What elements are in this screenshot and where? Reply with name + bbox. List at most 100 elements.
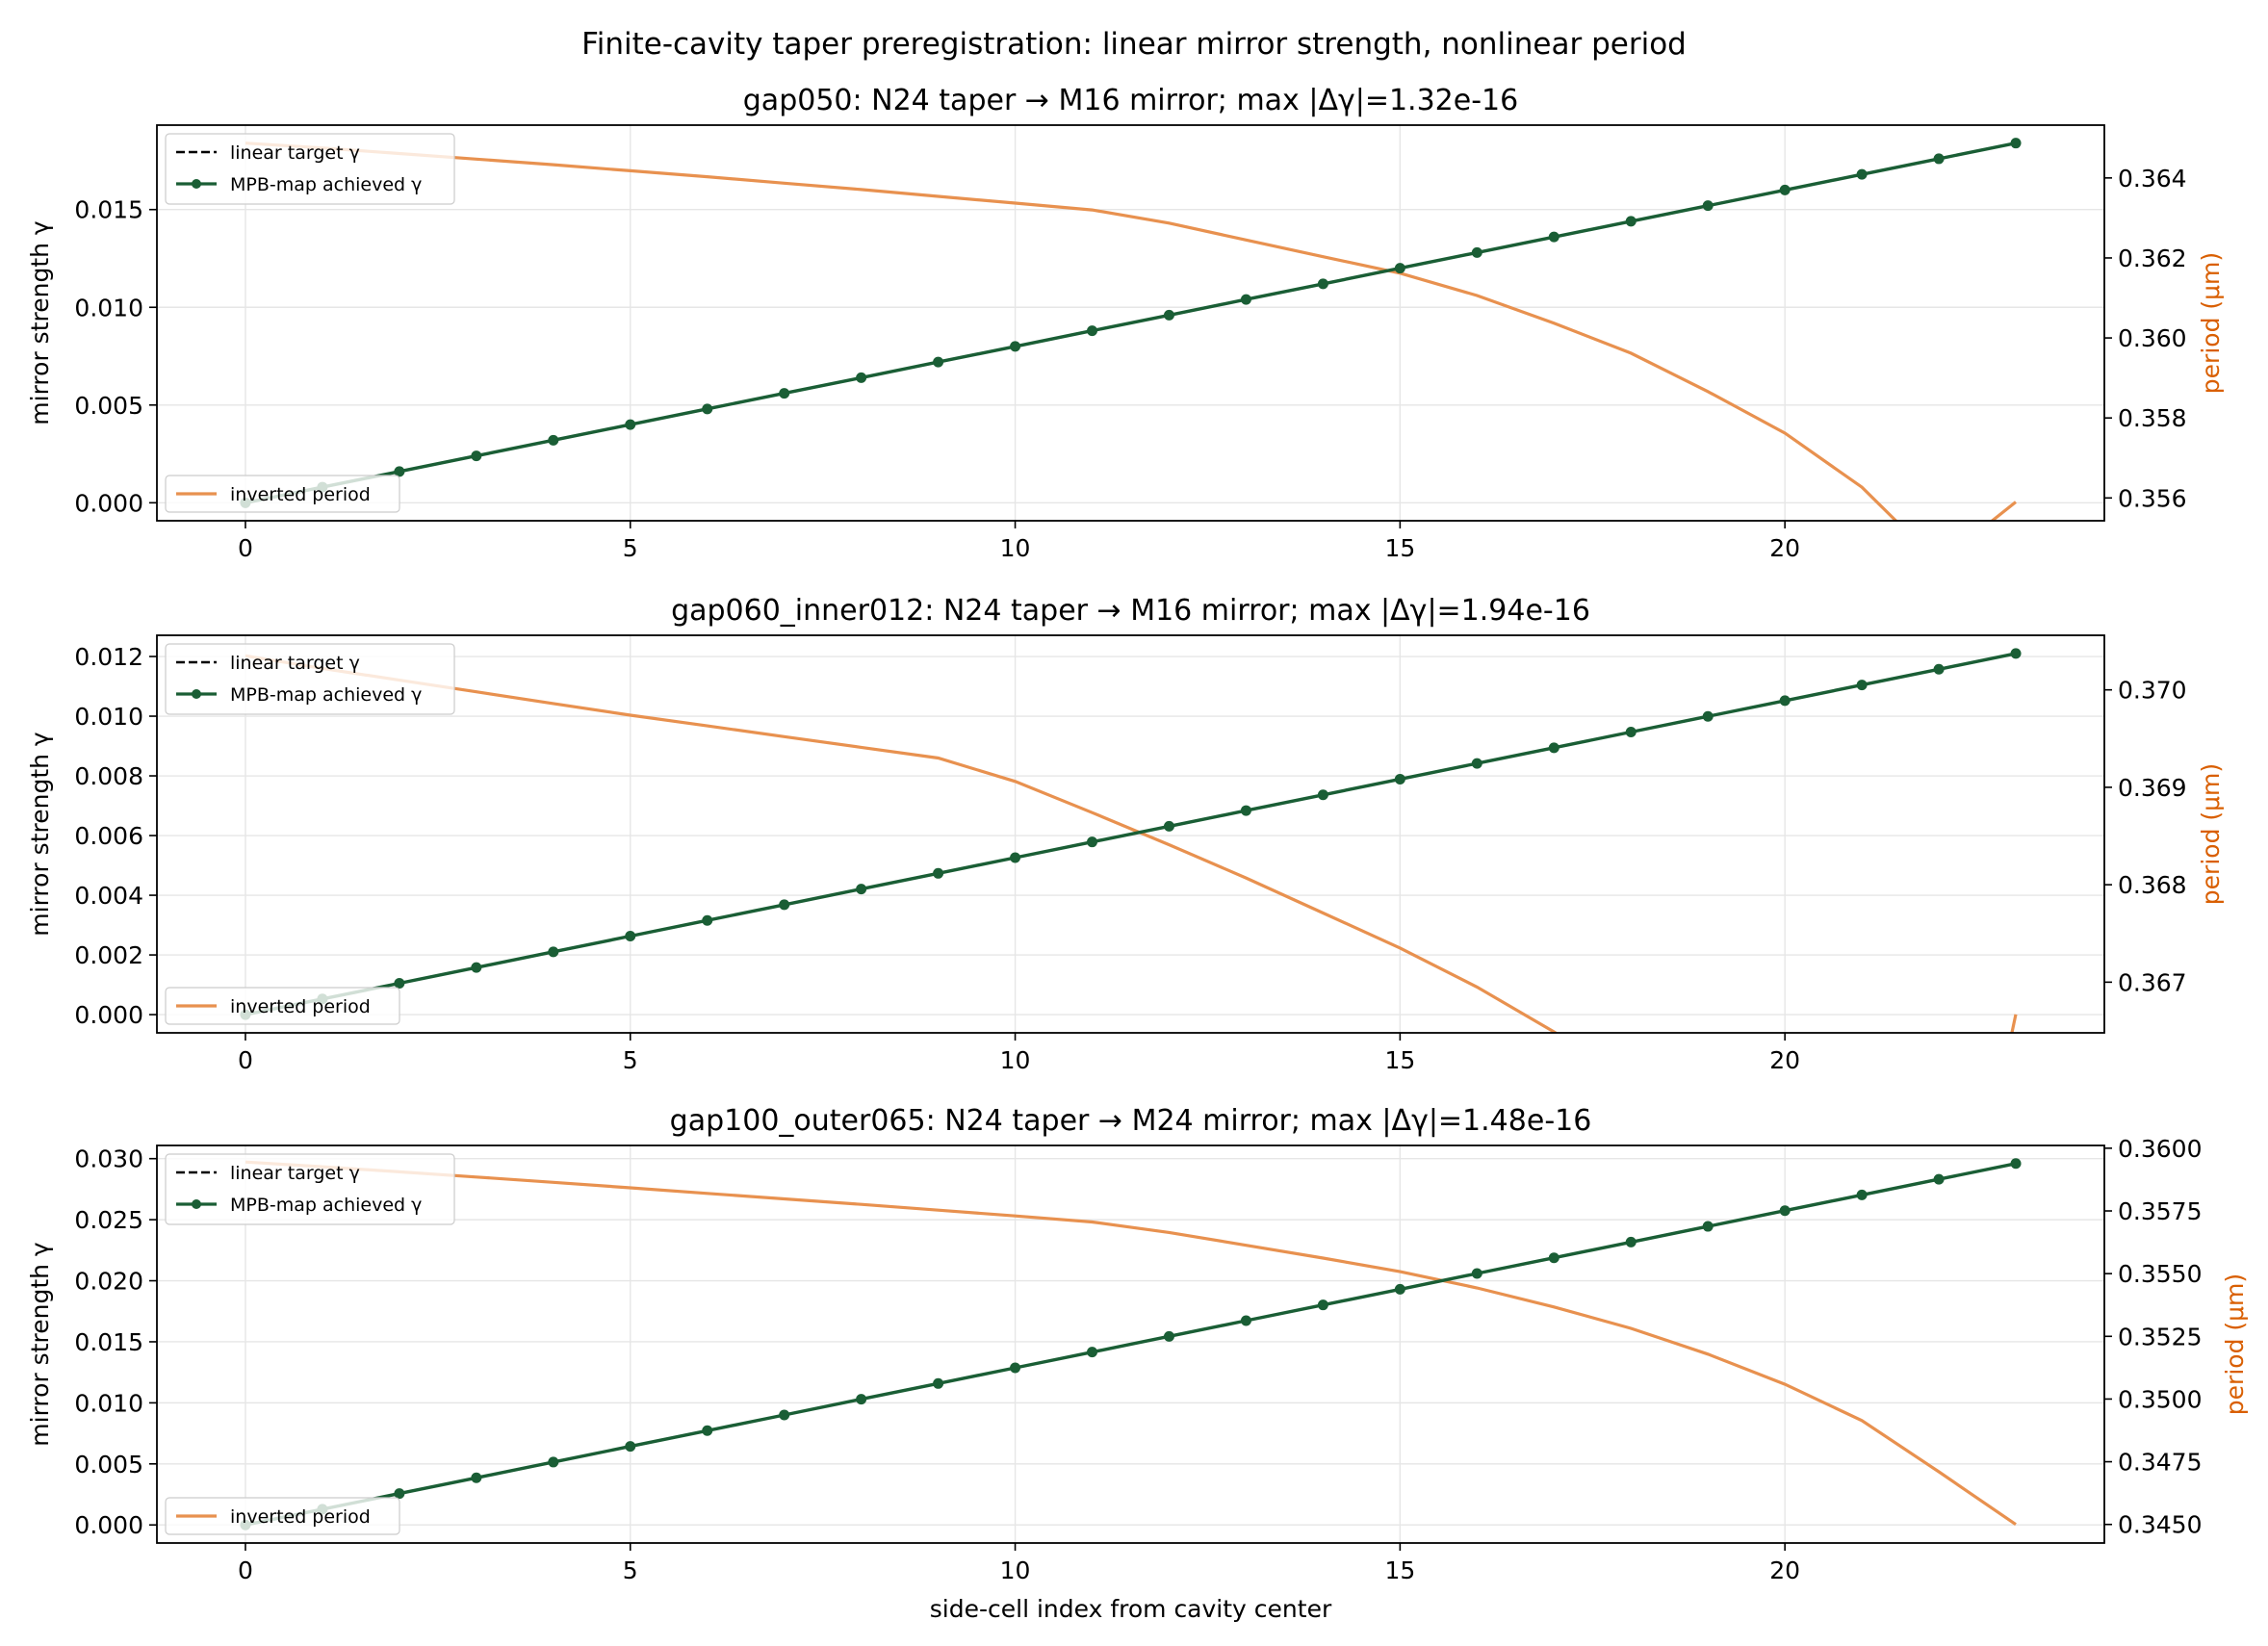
series-achieved-point — [471, 450, 482, 462]
y-tick-label: 0.015 — [74, 196, 143, 224]
y2-tick-label: 0.364 — [2118, 165, 2187, 193]
series-achieved-point — [1933, 1173, 1945, 1185]
x-tick-label: 20 — [1769, 1046, 1800, 1074]
y-axis-label: mirror strength γ — [26, 1242, 54, 1447]
legend-achieved-marker — [192, 689, 201, 699]
legend-achieved-label: MPB-map achieved γ — [230, 684, 422, 706]
legend-upper-box — [165, 643, 455, 715]
series-achieved-point — [471, 962, 482, 973]
series-achieved-point — [856, 1394, 867, 1405]
y2-tick-label: 0.3575 — [2118, 1197, 2202, 1225]
x-tick-label: 5 — [623, 1046, 638, 1074]
x-tick-label: 15 — [1384, 534, 1415, 562]
series-achieved-point — [1010, 852, 1021, 863]
x-tick-label: 10 — [1000, 534, 1031, 562]
y2-tick-label: 0.369 — [2118, 774, 2187, 802]
legend-upper-box — [165, 133, 455, 205]
series-achieved-line — [245, 141, 2017, 504]
legend-lower: inverted period — [165, 475, 400, 513]
panel-title: gap050: N24 taper → M16 mirror; max |Δγ|… — [743, 84, 1518, 117]
x-tick-label: 10 — [1000, 1556, 1031, 1584]
legend-lower-box — [165, 475, 400, 513]
y-tick-label: 0.000 — [74, 1001, 143, 1029]
series-achieved-point — [933, 867, 944, 879]
series-achieved-point — [1317, 789, 1328, 801]
legend-period-label: inverted period — [230, 1506, 371, 1528]
figure-suptitle: Finite-cavity taper preregistration: lin… — [581, 27, 1687, 62]
series-achieved-point — [471, 1472, 482, 1483]
y-tick-label: 0.020 — [74, 1268, 143, 1296]
series-achieved-point — [779, 388, 790, 399]
series-inverted-period-line — [245, 654, 2018, 1033]
y-tick-label: 0.010 — [74, 1389, 143, 1417]
y-tick-label: 0.012 — [74, 643, 143, 671]
x-axis-label: side-cell index from cavity center — [930, 1595, 1332, 1623]
series-achieved-line — [245, 652, 2017, 1016]
series-achieved-point — [394, 466, 405, 477]
series-achieved-point — [779, 899, 790, 911]
series-achieved-point — [1010, 1362, 1021, 1374]
panels: gap050: N24 taper → M16 mirror; max |Δγ|… — [26, 84, 2249, 1623]
plot-area — [240, 138, 2022, 521]
series-achieved-point — [1933, 663, 1945, 675]
series-achieved-point — [1087, 325, 1098, 337]
series-achieved-point — [1933, 153, 1945, 165]
series-achieved-point — [394, 1488, 405, 1500]
y-axis-label: mirror strength γ — [26, 220, 54, 425]
y2-axis-label: period (μm) — [2197, 763, 2225, 905]
series-inverted-period-line — [245, 1160, 2017, 1527]
y2-tick-label: 0.367 — [2118, 968, 2187, 996]
y2-tick-label: 0.360 — [2118, 324, 2187, 352]
series-achieved-point — [1317, 278, 1328, 290]
series-achieved-point — [2010, 648, 2022, 659]
series-achieved-point — [856, 372, 867, 383]
x-tick-label: 0 — [238, 1046, 253, 1074]
series-achieved-point — [1702, 710, 1714, 722]
legend-target-label: linear target γ — [230, 1163, 360, 1184]
legend-upper: linear target γ MPB-map achieved γ — [165, 1153, 455, 1225]
series-achieved-point — [625, 1441, 636, 1453]
y-tick-label: 0.006 — [74, 822, 143, 850]
panel-title: gap100_outer065: N24 taper → M24 mirror;… — [670, 1104, 1592, 1138]
series-achieved-point — [2010, 1158, 2022, 1170]
series-achieved-point — [933, 356, 944, 368]
series-achieved-point — [1087, 836, 1098, 848]
x-tick-label: 15 — [1384, 1046, 1415, 1074]
series-achieved-point — [702, 403, 713, 415]
legend-lower: inverted period — [165, 1497, 400, 1535]
y-tick-label: 0.004 — [74, 882, 143, 910]
legend-period-label: inverted period — [230, 996, 371, 1017]
series-achieved-point — [1240, 805, 1251, 816]
y-tick-label: 0.025 — [74, 1206, 143, 1234]
series-achieved-point — [702, 914, 713, 926]
series-achieved-point — [1548, 742, 1559, 754]
series-achieved-point — [933, 1377, 944, 1389]
series-achieved-point — [1163, 309, 1174, 321]
series-achieved-point — [548, 434, 559, 446]
series-achieved-point — [394, 977, 405, 989]
plot-area — [240, 1158, 2022, 1530]
series-achieved-point — [1625, 216, 1637, 227]
x-tick-label: 20 — [1769, 534, 1800, 562]
x-tick-label: 5 — [623, 1556, 638, 1584]
legend-achieved-marker — [192, 1199, 201, 1209]
series-achieved-point — [1010, 341, 1021, 352]
axes-frame — [156, 634, 2105, 1034]
y-tick-label: 0.008 — [74, 762, 143, 790]
y-tick-label: 0.005 — [74, 392, 143, 420]
panel-title: gap060_inner012: N24 taper → M16 mirror;… — [671, 594, 1590, 628]
legend-achieved-marker — [192, 179, 201, 189]
series-achieved-point — [625, 419, 636, 430]
series-achieved-point — [2010, 138, 2022, 149]
y-tick-label: 0.000 — [74, 1511, 143, 1539]
series-achieved-point — [702, 1425, 713, 1436]
series-achieved-point — [1394, 1283, 1405, 1295]
axes-frame — [156, 1144, 2105, 1544]
legend-lower-box — [165, 1497, 400, 1535]
panel-1: gap050: N24 taper → M16 mirror; max |Δγ|… — [26, 84, 2225, 562]
series-achieved-point — [1779, 695, 1791, 707]
series-achieved-point — [1394, 773, 1405, 784]
series-achieved-point — [856, 884, 867, 895]
legend-upper: linear target γ MPB-map achieved γ — [165, 643, 455, 715]
